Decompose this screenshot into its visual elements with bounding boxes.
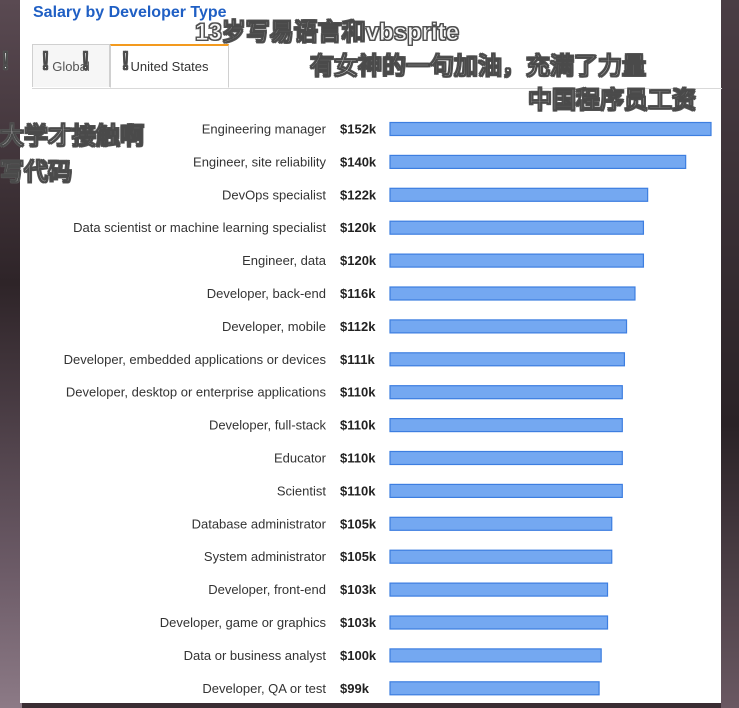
background-left bbox=[0, 0, 22, 708]
value-label: $99k bbox=[340, 681, 370, 696]
bar[interactable] bbox=[389, 483, 623, 498]
overlay-comment-2: 有女神的一句加油，充满了力量 bbox=[310, 53, 647, 81]
background-right bbox=[721, 0, 739, 708]
category-label: Developer, desktop or enterprise applica… bbox=[66, 385, 327, 400]
value-label: $105k bbox=[340, 549, 377, 564]
value-label: $120k bbox=[340, 220, 377, 235]
bar[interactable] bbox=[389, 582, 609, 597]
region-tabs: Global United States bbox=[32, 44, 722, 89]
value-label: $100k bbox=[340, 648, 377, 663]
category-label: Engineer, site reliability bbox=[193, 154, 326, 169]
bar[interactable] bbox=[389, 516, 613, 531]
category-label: DevOps specialist bbox=[222, 187, 326, 202]
bar[interactable] bbox=[389, 418, 623, 433]
value-label: $103k bbox=[340, 582, 377, 597]
category-label: System administrator bbox=[204, 549, 327, 564]
category-label: Developer, front-end bbox=[208, 582, 326, 597]
overlay-comment-4: 大学才接触啊 bbox=[0, 123, 144, 151]
overlay-comment-6: ！！！！ bbox=[0, 49, 161, 75]
bar[interactable] bbox=[389, 121, 712, 137]
category-label: Engineer, data bbox=[242, 253, 327, 268]
value-label: $103k bbox=[340, 615, 377, 630]
bar[interactable] bbox=[389, 385, 623, 400]
value-label: $122k bbox=[340, 187, 377, 202]
value-label: $152k bbox=[340, 122, 377, 137]
bar[interactable] bbox=[389, 681, 600, 696]
category-label: Developer, mobile bbox=[222, 319, 326, 334]
bar[interactable] bbox=[389, 352, 626, 367]
category-label: Database administrator bbox=[192, 516, 327, 531]
bar[interactable] bbox=[389, 154, 687, 169]
value-label: $110k bbox=[340, 451, 376, 466]
value-label: $116k bbox=[340, 286, 376, 301]
bar[interactable] bbox=[389, 615, 609, 630]
chart-title: Salary by Developer Type bbox=[33, 4, 227, 21]
overlay-comment-1: 13岁写易语言和vbsprite bbox=[195, 19, 460, 47]
value-label: $111k bbox=[340, 352, 375, 367]
value-label: $110k bbox=[340, 385, 376, 400]
category-label: Developer, embedded applications or devi… bbox=[64, 352, 327, 367]
overlay-comment-5: 写代码 bbox=[0, 159, 72, 187]
category-label: Developer, QA or test bbox=[202, 681, 326, 696]
category-label: Developer, game or graphics bbox=[160, 615, 327, 630]
category-label: Educator bbox=[274, 451, 327, 466]
bar[interactable] bbox=[389, 253, 645, 268]
category-label: Developer, back-end bbox=[207, 286, 326, 301]
tab-united-states[interactable]: United States bbox=[110, 44, 229, 88]
bar[interactable] bbox=[389, 549, 613, 564]
value-label: $140k bbox=[340, 154, 377, 169]
bar[interactable] bbox=[389, 187, 649, 202]
value-label: $110k bbox=[340, 483, 376, 498]
value-label: $110k bbox=[340, 418, 376, 433]
overlay-comment-3: 中国程序员工资 bbox=[528, 87, 697, 115]
category-label: Data or business analyst bbox=[184, 648, 327, 663]
category-label: Data scientist or machine learning speci… bbox=[73, 220, 326, 235]
bar[interactable] bbox=[389, 286, 636, 301]
category-label: Developer, full-stack bbox=[209, 418, 327, 433]
category-label: Engineering manager bbox=[202, 122, 327, 137]
tab-global[interactable]: Global bbox=[32, 44, 110, 87]
bar[interactable] bbox=[389, 319, 628, 334]
value-label: $112k bbox=[340, 319, 376, 334]
bar[interactable] bbox=[389, 648, 602, 663]
value-label: $105k bbox=[340, 516, 377, 531]
value-label: $120k bbox=[340, 253, 377, 268]
bar[interactable] bbox=[389, 450, 623, 466]
bar[interactable] bbox=[389, 220, 645, 235]
category-label: Scientist bbox=[277, 483, 327, 498]
